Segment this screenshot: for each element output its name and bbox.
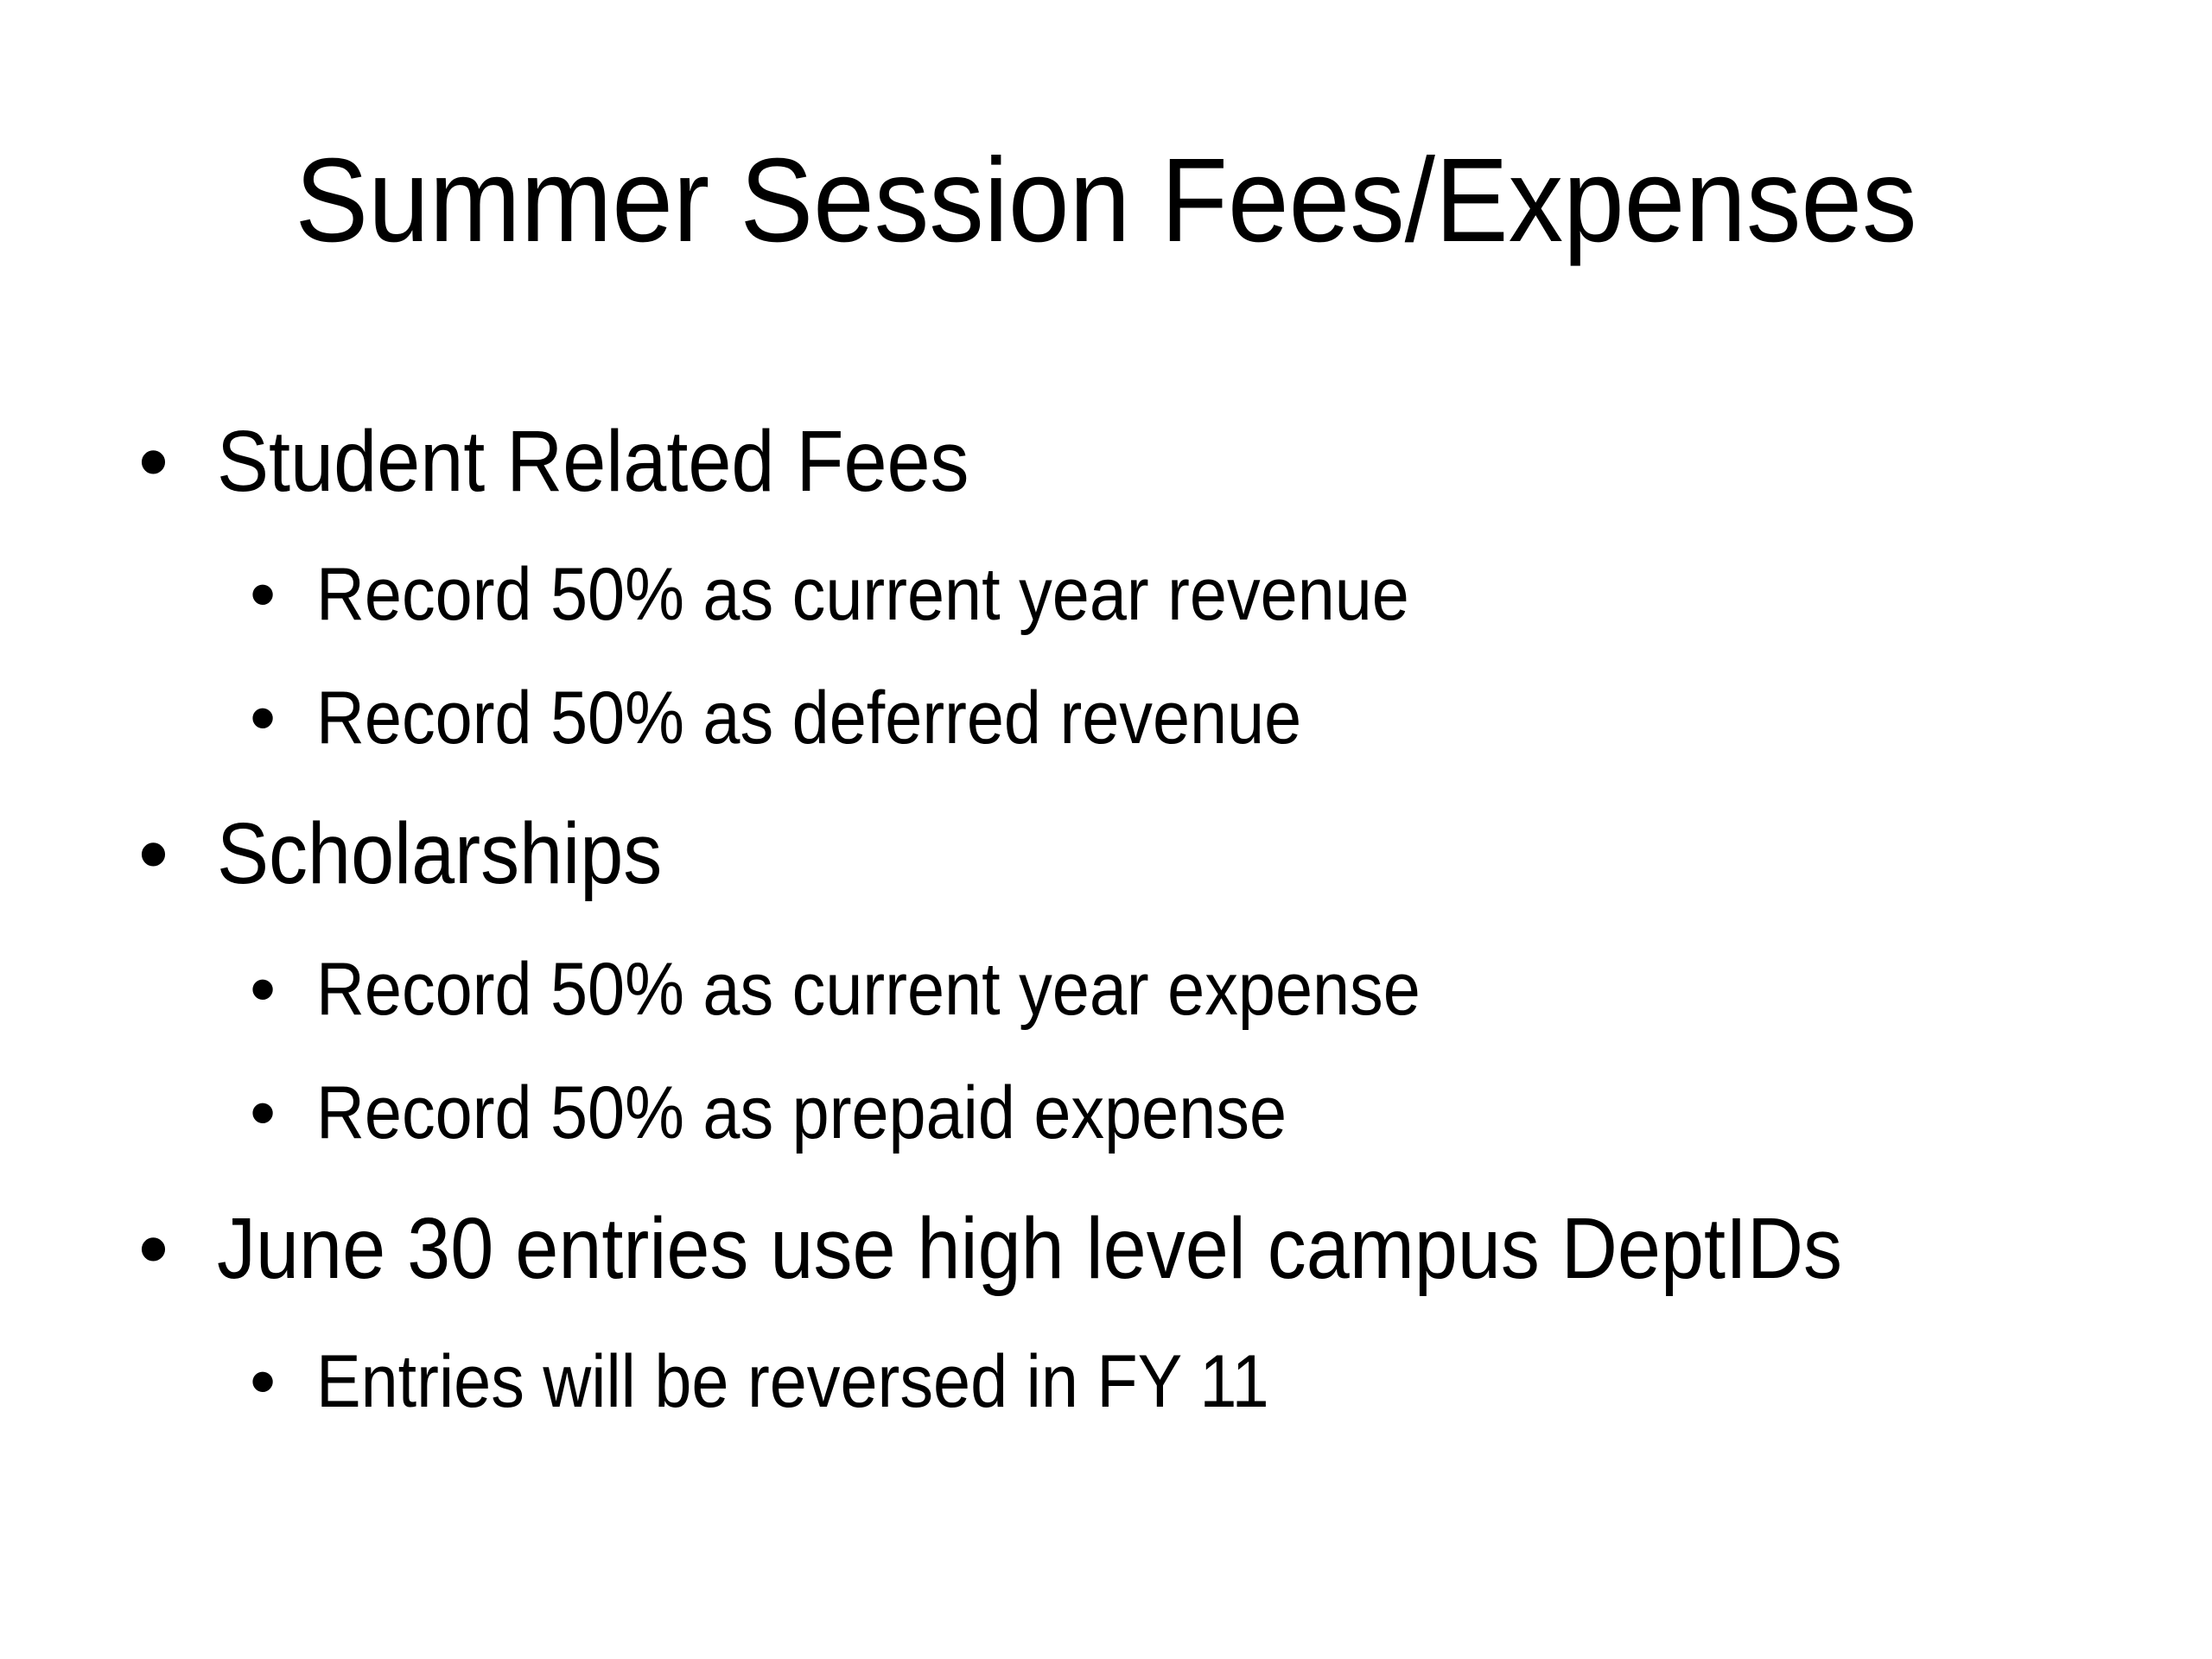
bullet-text: Student Related Fees <box>217 413 969 510</box>
bullet-text: Record 50% as prepaid expense <box>316 1071 1287 1154</box>
bullet-text: Entries will be reversed in FY 11 <box>316 1340 1269 1423</box>
bullet-text: Record 50% as deferred revenue <box>316 677 1302 760</box>
bullet-text: Record 50% as current year revenue <box>316 553 1409 636</box>
bullet-text: Scholarships <box>217 805 663 902</box>
slide-title: Summer Session Fees/Expenses <box>295 134 1917 267</box>
bullet-icon: • <box>250 553 276 636</box>
bullet-icon: • <box>138 1200 169 1297</box>
bullet-icon: • <box>250 677 276 760</box>
bullet-text: June 30 entries use high level campus De… <box>217 1200 1843 1297</box>
bullet-icon: • <box>250 1071 276 1154</box>
bullet-icon: • <box>138 805 169 902</box>
bullet-text: Record 50% as current year expense <box>316 948 1421 1031</box>
bullet-icon: • <box>250 1340 276 1423</box>
bullet-icon: • <box>250 948 276 1031</box>
bullet-icon: • <box>138 413 169 510</box>
